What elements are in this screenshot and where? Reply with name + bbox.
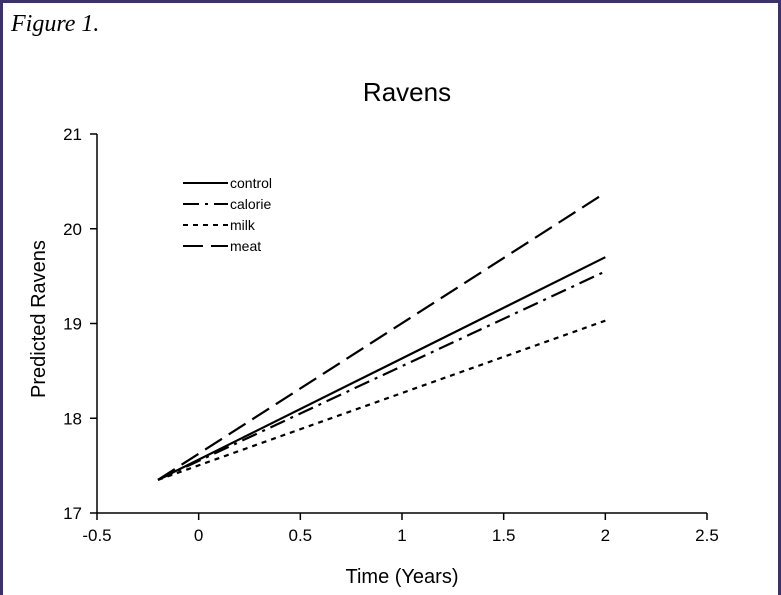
y-tick-label: 17	[63, 504, 82, 523]
y-axis-label: Predicted Ravens	[28, 240, 50, 398]
series-line-milk	[157, 319, 606, 481]
x-tick-label: 0.5	[289, 526, 313, 545]
y-tick-label: 20	[63, 220, 82, 239]
legend-label-control: control	[230, 175, 272, 191]
legend-label-calorie: calorie	[230, 196, 271, 212]
y-tick-label: 18	[63, 409, 82, 428]
figure-caption: Figure 1.	[11, 11, 100, 37]
x-tick-label: -0.5	[82, 526, 111, 545]
x-tick-label: 1	[397, 526, 406, 545]
legend-label-meat: meat	[230, 238, 261, 254]
series-line-calorie	[157, 270, 606, 481]
legend: control calorie milk meat	[183, 175, 272, 254]
series-line-control	[157, 256, 606, 481]
x-axis-label: Time (Years)	[346, 566, 459, 588]
x-tick-label: 2	[601, 526, 610, 545]
y-tick-label: 21	[63, 125, 82, 144]
x-tick-label: 1.5	[492, 526, 516, 545]
x-tick-label: 0	[194, 526, 203, 545]
legend-label-milk: milk	[230, 217, 256, 233]
axes: 17 18 19 20 21 -0.5 0 0.5 1 1.5 2 2.5	[63, 125, 719, 545]
series-lines	[157, 191, 606, 481]
y-tick-label: 19	[63, 315, 82, 334]
series-line-meat	[157, 191, 606, 481]
chart-title: Ravens	[363, 77, 451, 107]
x-tick-label: 2.5	[695, 526, 719, 545]
